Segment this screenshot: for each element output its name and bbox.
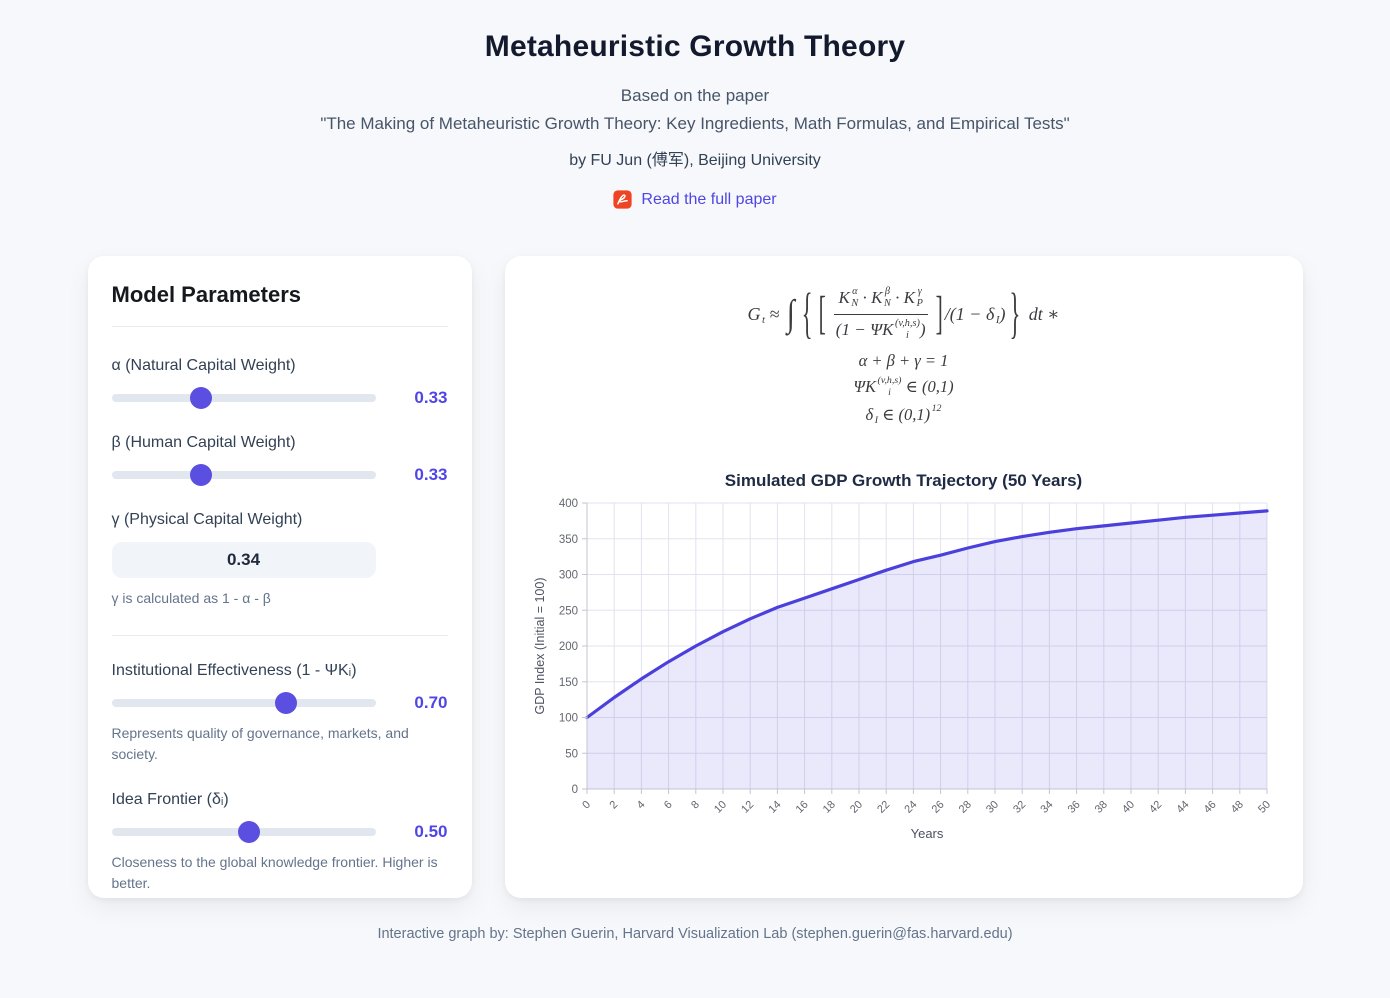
slider-thumb[interactable] <box>237 821 260 843</box>
model-parameters-panel: Model Parameters α (Natural Capital Weig… <box>87 256 472 898</box>
x-tick-label: 18 <box>820 798 837 815</box>
slider-thumb[interactable] <box>274 692 297 714</box>
param-group: γ (Physical Capital Weight) 0.34 γ is calc… <box>111 511 448 609</box>
x-tick-label: 12 <box>739 798 756 815</box>
series-line <box>584 509 1269 719</box>
page-header: Metaheuristic Growth Theory Based on the… <box>0 30 1390 214</box>
x-tick-label: 22 <box>875 798 892 815</box>
computed-value-box: 0.34 <box>111 542 376 578</box>
param-group: β (Human Capital Weight) 0.33 <box>111 434 448 486</box>
x-axis-title: Years <box>910 826 943 841</box>
param-label: α (Natural Capital Weight) <box>111 357 296 374</box>
slider-thumb[interactable] <box>190 464 213 486</box>
param-description: γ is calculated as 1 - α - β <box>111 590 271 606</box>
slider-track[interactable] <box>111 821 376 843</box>
slider-row: 0.70 <box>111 692 448 714</box>
main-content: Model Parameters α (Natural Capital Weig… <box>0 256 1390 898</box>
formula-block: G​t ≈ ∫{[KαN · KβN · KγP(1 − ΨK(v,h,s)i)… <box>531 281 1277 427</box>
formula-constraint-1: α + β + γ = 1 <box>858 351 949 371</box>
slider-row: 0.33 <box>111 464 448 486</box>
y-tick-label: 100 <box>558 712 577 724</box>
x-tick-label: 26 <box>929 798 946 815</box>
y-tick-label: 200 <box>558 641 577 653</box>
slider-value: 0.33 <box>414 388 448 407</box>
subtitle-based-on: Based on the paper <box>620 86 770 105</box>
x-tick-label: 0 <box>580 798 593 811</box>
y-tick-label: 400 <box>558 498 577 510</box>
param-label: γ (Physical Capital Weight) <box>111 511 303 528</box>
slider-track[interactable] <box>111 692 376 714</box>
pdf-icon <box>613 190 632 209</box>
x-tick-label: 30 <box>983 798 1000 815</box>
slider-value: 0.33 <box>414 465 448 484</box>
x-tick-label: 10 <box>711 798 728 815</box>
x-tick-label: 46 <box>1201 798 1218 815</box>
divider <box>111 326 448 327</box>
axes <box>581 502 1267 794</box>
slider-row: 0.50 <box>111 821 448 843</box>
formula-main-equation: G​t ≈ ∫{[KαN · KβN · KγP(1 − ΨK(v,h,s)i)… <box>747 281 1060 345</box>
x-tick-label: 42 <box>1147 798 1164 815</box>
slider-track[interactable] <box>111 464 376 486</box>
param-description: Closeness to the global knowledge fronti… <box>111 854 438 891</box>
param-label: β (Human Capital Weight) <box>111 434 296 451</box>
y-tick-label: 300 <box>558 569 577 581</box>
x-tick-label: 4 <box>634 798 647 811</box>
chart-title: Simulated GDP Growth Trajectory (50 Year… <box>724 470 1083 490</box>
simulation-panel: G​t ≈ ∫{[KαN · KβN · KγP(1 − ΨK(v,h,s)i)… <box>504 256 1303 898</box>
parameters-list: α (Natural Capital Weight) 0.33 β (Human C… <box>111 357 448 894</box>
param-description: Represents quality of governance, market… <box>111 725 409 762</box>
x-tick-label: 34 <box>1038 798 1055 815</box>
x-tick-label: 20 <box>847 798 864 815</box>
x-tick-label: 48 <box>1228 798 1245 815</box>
x-tick-label: 8 <box>689 798 702 811</box>
slider-value: 0.50 <box>414 822 448 841</box>
parameters-panel-title: Model Parameters <box>111 282 302 307</box>
slider-value: 0.70 <box>414 693 448 712</box>
y-tick-label: 50 <box>565 748 578 760</box>
y-tick-label: 150 <box>558 677 577 689</box>
page-title: Metaheuristic Growth Theory <box>484 30 906 63</box>
param-group: α (Natural Capital Weight) 0.33 <box>111 357 448 409</box>
x-tick-label: 6 <box>661 798 674 811</box>
subtitle-paper-title: "The Making of Metaheuristic Growth Theo… <box>320 114 1070 133</box>
x-tick-label: 28 <box>956 798 973 815</box>
divider <box>111 635 448 636</box>
x-tick-label: 24 <box>902 798 919 815</box>
x-tick-label: 14 <box>766 798 783 815</box>
x-tick-label: 40 <box>1119 798 1136 815</box>
page-footer: Interactive graph by: Stephen Guerin, Ha… <box>0 926 1390 942</box>
x-tick-label: 32 <box>1011 798 1028 815</box>
y-axis-title: GDP Index (Initial = 100) <box>533 577 547 714</box>
formula-constraint-2: ΨK (v,h,s) i ∈ (0,1) <box>853 375 954 399</box>
y-tick-label: 350 <box>558 534 577 546</box>
y-tick-label: 250 <box>558 605 577 617</box>
slider-thumb[interactable] <box>190 387 213 409</box>
read-paper-label: Read the full paper <box>641 190 777 208</box>
param-label: Idea Frontier (δᵢ) <box>111 791 229 808</box>
author-line: by FU Jun (傅军), Beijing University <box>569 152 821 169</box>
x-tick-label: 36 <box>1065 798 1082 815</box>
y-tick-label: 0 <box>571 784 577 796</box>
slider-row: 0.33 <box>111 387 448 409</box>
slider-track[interactable] <box>111 387 376 409</box>
x-tick-label: 44 <box>1174 798 1191 815</box>
x-tick-label: 2 <box>607 798 620 811</box>
param-label: Institutional Effectiveness (1 - ΨKᵢ) <box>111 662 357 679</box>
read-paper-link[interactable]: Read the full paper <box>613 190 777 209</box>
formula-constraint-3: δ​I ∈ (0,1)12​ <box>865 403 942 426</box>
x-tick-label: 16 <box>793 798 810 815</box>
x-tick-label: 38 <box>1092 798 1109 815</box>
param-group: Idea Frontier (δᵢ) 0.50 Closeness to the g… <box>111 791 448 894</box>
param-group: Institutional Effectiveness (1 - ΨKᵢ) 0.7… <box>111 662 448 765</box>
x-tick-label: 50 <box>1255 798 1272 815</box>
credit-line: Interactive graph by: Stephen Guerin, Ha… <box>377 926 1013 942</box>
page: Metaheuristic Growth Theory Based on the… <box>0 30 1390 998</box>
series-area <box>586 510 1267 789</box>
